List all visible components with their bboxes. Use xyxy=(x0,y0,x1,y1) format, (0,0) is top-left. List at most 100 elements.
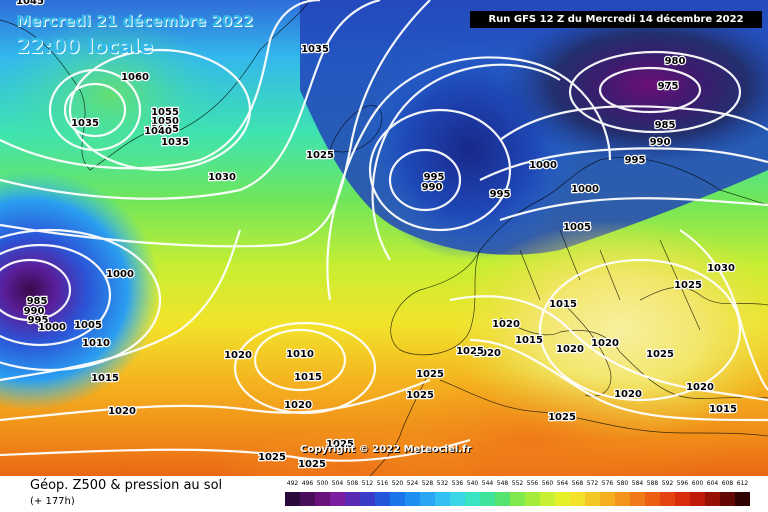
pressure-label: 1015 xyxy=(549,299,577,310)
pressure-label: 1025 xyxy=(326,439,354,450)
legend-tick-label: 540 xyxy=(466,480,479,487)
legend-tick-label: 592 xyxy=(661,480,674,487)
pressure-label: 990 xyxy=(24,306,45,317)
pressure-label: 1020 xyxy=(556,344,584,355)
legend-tick-label: 516 xyxy=(376,480,389,487)
pressure-label: 1025 xyxy=(258,452,286,463)
pressure-label: 1015 xyxy=(294,372,322,383)
legend-color-swatch xyxy=(570,492,585,506)
legend-color-swatch xyxy=(405,492,420,506)
legend-tick-label: 512 xyxy=(361,480,374,487)
pressure-label: 1015 xyxy=(709,404,737,415)
legend-color-swatch xyxy=(390,492,405,506)
legend-color-swatch xyxy=(435,492,450,506)
legend-color-swatch xyxy=(675,492,690,506)
legend-tick-label: 492 xyxy=(286,480,299,487)
pressure-label: 1020 xyxy=(686,382,714,393)
legend-tick-label: 528 xyxy=(421,480,434,487)
legend-color-swatch xyxy=(330,492,345,506)
pressure-label: 1040 xyxy=(144,126,172,137)
legend-tick-label: 584 xyxy=(631,480,644,487)
legend-color-swatch xyxy=(720,492,735,506)
legend-color-swatch xyxy=(285,492,300,506)
legend-color-swatch xyxy=(315,492,330,506)
weather-map: 1045103510601055105010451040103510351030… xyxy=(0,0,768,476)
legend-tick-label: 600 xyxy=(691,480,704,487)
legend-tick-label: 536 xyxy=(451,480,464,487)
legend-color-swatch xyxy=(375,492,390,506)
pressure-label: 1015 xyxy=(91,373,119,384)
legend-color-swatch xyxy=(360,492,375,506)
pressure-label: 1045 xyxy=(151,124,179,135)
legend-tick-label: 520 xyxy=(391,480,404,487)
pressure-label: 1030 xyxy=(707,263,735,274)
copyright: Copyright © 2022 Meteociel.fr xyxy=(300,444,472,455)
pressure-label: 1025 xyxy=(674,280,702,291)
forecast-offset: (+ 177h) xyxy=(30,496,75,507)
pressure-label: 995 xyxy=(28,315,49,326)
legend-tick-label: 568 xyxy=(571,480,584,487)
pressure-label: 1050 xyxy=(151,116,179,127)
pressure-label: 995 xyxy=(625,155,646,166)
legend-tick-label: 588 xyxy=(646,480,659,487)
legend-color-swatch xyxy=(735,492,750,506)
pressure-label: 1025 xyxy=(548,412,576,423)
legend-tick-label: 532 xyxy=(436,480,449,487)
run-info: Run GFS 12 Z du Mercredi 14 décembre 202… xyxy=(470,11,762,28)
legend-color-swatch xyxy=(465,492,480,506)
legend-color-swatch xyxy=(480,492,495,506)
map-title: Géop. Z500 & pression au sol xyxy=(30,478,223,493)
legend-tick-label: 508 xyxy=(346,480,359,487)
legend-color-swatch xyxy=(630,492,645,506)
forecast-date: Mercredi 21 décembre 2022 xyxy=(16,12,254,30)
pressure-label: 995 xyxy=(424,172,445,183)
pressure-label: 995 xyxy=(490,189,511,200)
legend-color-swatch xyxy=(705,492,720,506)
pressure-label: 1025 xyxy=(298,459,326,470)
legend-color-swatch xyxy=(540,492,555,506)
legend-color-swatch xyxy=(525,492,540,506)
legend-tick-label: 596 xyxy=(676,480,689,487)
pressure-label: 1025 xyxy=(416,369,444,380)
pressure-label: 990 xyxy=(650,137,671,148)
pressure-label: 1030 xyxy=(208,172,236,183)
pressure-label: 975 xyxy=(658,81,679,92)
pressure-label: 1015 xyxy=(515,335,543,346)
legend-tick-label: 608 xyxy=(721,480,734,487)
pressure-label: 985 xyxy=(27,296,48,307)
pressure-label: 1020 xyxy=(224,350,252,361)
color-legend: 492 496 500 504 508 512 516 520 524 528 532 536 540 5… xyxy=(285,480,750,507)
legend-tick-label: 560 xyxy=(541,480,554,487)
legend-color-swatch xyxy=(690,492,705,506)
pressure-label: 1010 xyxy=(286,349,314,360)
pressure-label: 1025 xyxy=(646,349,674,360)
legend-color-swatch xyxy=(495,492,510,506)
pressure-label: 1035 xyxy=(161,137,189,148)
forecast-time: 22:00 locale xyxy=(16,34,153,58)
legend-tick-label: 500 xyxy=(316,480,329,487)
legend-color-swatch xyxy=(660,492,675,506)
legend-tick-label: 556 xyxy=(526,480,539,487)
pressure-label: 1020 xyxy=(473,348,501,359)
pressure-label: 985 xyxy=(655,120,676,131)
legend-color-swatch xyxy=(555,492,570,506)
legend-tick-label: 544 xyxy=(481,480,494,487)
legend-tick-label: 504 xyxy=(331,480,344,487)
pressure-label: 1035 xyxy=(301,44,329,55)
legend-tick-label: 552 xyxy=(511,480,524,487)
legend-color-swatch xyxy=(450,492,465,506)
pressure-label: 980 xyxy=(665,56,686,67)
legend-tick-label: 572 xyxy=(586,480,599,487)
legend-color-swatch xyxy=(300,492,315,506)
pressure-label: 1025 xyxy=(306,150,334,161)
legend-tick-label: 576 xyxy=(601,480,614,487)
pressure-label: 1020 xyxy=(614,389,642,400)
pressure-label: 1005 xyxy=(563,222,591,233)
pressure-label: 1000 xyxy=(38,322,66,333)
pressure-label: 1060 xyxy=(121,72,149,83)
pressure-label: 1045 xyxy=(16,0,44,7)
pressure-label: 1035 xyxy=(71,118,99,129)
legend-tick-label: 604 xyxy=(706,480,719,487)
pressure-label: 1005 xyxy=(74,320,102,331)
legend-tick-label: 496 xyxy=(301,480,314,487)
